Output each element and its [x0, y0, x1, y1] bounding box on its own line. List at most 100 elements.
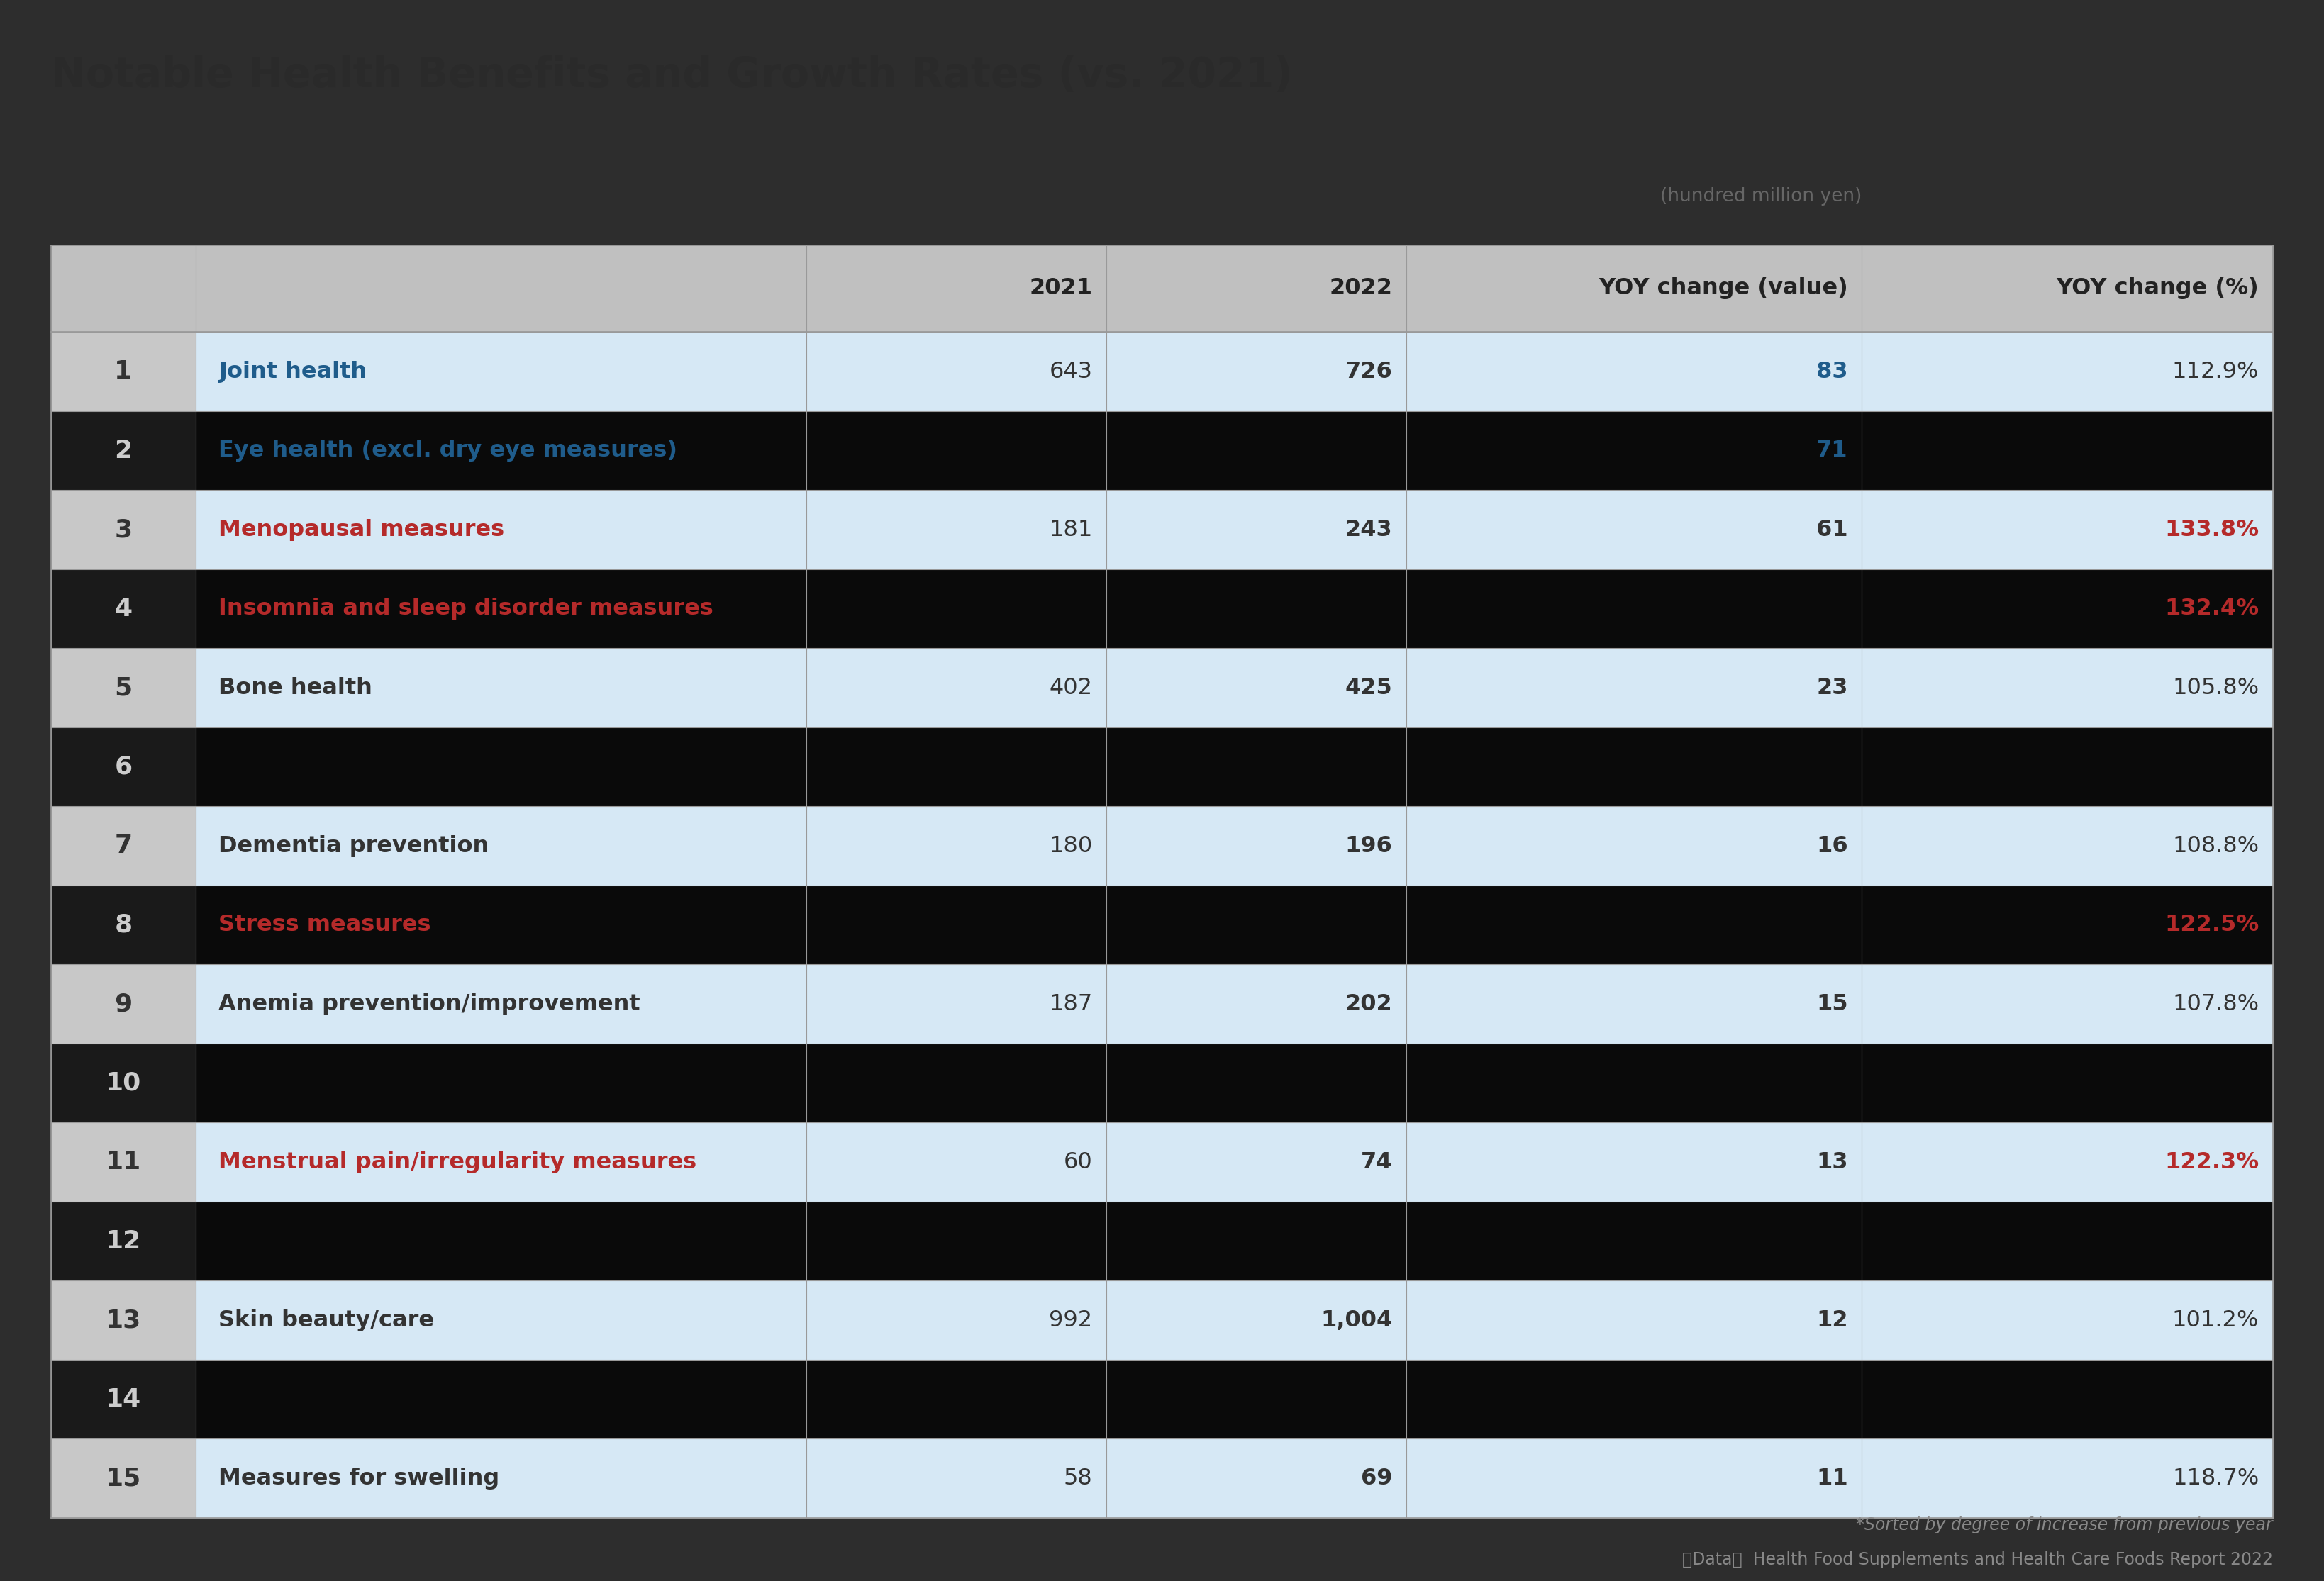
- Text: 9: 9: [114, 991, 132, 1017]
- Text: 74: 74: [1362, 1151, 1392, 1173]
- Text: Measures for swelling: Measures for swelling: [218, 1467, 500, 1489]
- Text: 12: 12: [105, 1228, 142, 1254]
- Bar: [195, 1043, 2273, 1123]
- Bar: [51, 885, 195, 964]
- Bar: [195, 1360, 2273, 1439]
- Bar: [51, 1281, 195, 1360]
- Text: 13: 13: [1817, 1151, 1848, 1173]
- Text: 16: 16: [1817, 835, 1848, 857]
- Text: 15: 15: [1817, 993, 1848, 1015]
- Text: 23: 23: [1817, 677, 1848, 699]
- Text: 425: 425: [1346, 677, 1392, 699]
- Text: 196: 196: [1346, 835, 1392, 857]
- Text: 105.8%: 105.8%: [2173, 677, 2259, 699]
- Bar: [195, 569, 2273, 648]
- Text: 13: 13: [105, 1307, 142, 1333]
- Text: YOY change (%): YOY change (%): [2057, 278, 2259, 299]
- Text: 132.4%: 132.4%: [2164, 598, 2259, 620]
- Text: 69: 69: [1362, 1467, 1392, 1489]
- Bar: [51, 964, 195, 1043]
- Bar: [195, 411, 2273, 490]
- Text: *Sorted by degree of increase from previous year: *Sorted by degree of increase from previ…: [1857, 1516, 2273, 1534]
- Text: 11: 11: [1815, 1467, 1848, 1489]
- Text: 181: 181: [1048, 519, 1092, 541]
- Text: 402: 402: [1048, 677, 1092, 699]
- Text: Eye health (excl. dry eye measures): Eye health (excl. dry eye measures): [218, 440, 679, 462]
- Text: 726: 726: [1346, 360, 1392, 383]
- Text: (hundred million yen): (hundred million yen): [1659, 187, 1862, 206]
- Text: 4: 4: [114, 596, 132, 621]
- Bar: [51, 332, 195, 411]
- Text: 8: 8: [114, 912, 132, 938]
- Text: 122.5%: 122.5%: [2164, 914, 2259, 936]
- Text: 12: 12: [1817, 1309, 1848, 1331]
- Bar: [195, 1439, 2273, 1518]
- Bar: [51, 569, 195, 648]
- Bar: [195, 245, 2273, 332]
- Text: 101.2%: 101.2%: [2173, 1309, 2259, 1331]
- Bar: [51, 490, 195, 569]
- Bar: [51, 806, 195, 885]
- Text: 2022: 2022: [1329, 278, 1392, 299]
- Text: 11: 11: [105, 1149, 142, 1175]
- Text: 10: 10: [105, 1070, 142, 1096]
- Bar: [195, 885, 2273, 964]
- Text: 133.8%: 133.8%: [2164, 519, 2259, 541]
- Text: 60: 60: [1064, 1151, 1092, 1173]
- Bar: [195, 964, 2273, 1043]
- Text: 243: 243: [1346, 519, 1392, 541]
- Text: 180: 180: [1048, 835, 1092, 857]
- Bar: [195, 648, 2273, 727]
- Text: 1: 1: [114, 359, 132, 384]
- Bar: [51, 648, 195, 727]
- Bar: [51, 245, 195, 332]
- Text: Joint health: Joint health: [218, 360, 367, 383]
- Text: 6: 6: [114, 754, 132, 779]
- Text: 5: 5: [114, 675, 132, 700]
- Text: Bone health: Bone health: [218, 677, 372, 699]
- Text: Menopausal measures: Menopausal measures: [218, 519, 504, 541]
- Text: YOY change (value): YOY change (value): [1599, 278, 1848, 299]
- Text: Dementia prevention: Dementia prevention: [218, 835, 488, 857]
- Text: 112.9%: 112.9%: [2173, 360, 2259, 383]
- Text: 15: 15: [105, 1466, 142, 1491]
- Text: 71: 71: [1817, 440, 1848, 462]
- Bar: [51, 1123, 195, 1202]
- Text: Anemia prevention/improvement: Anemia prevention/improvement: [218, 993, 641, 1015]
- Text: 2: 2: [114, 438, 132, 463]
- Text: 992: 992: [1048, 1309, 1092, 1331]
- Text: ［Data］  Health Food Supplements and Health Care Foods Report 2022: ［Data］ Health Food Supplements and Healt…: [1683, 1551, 2273, 1568]
- Text: Skin beauty/care: Skin beauty/care: [218, 1309, 435, 1331]
- Text: 107.8%: 107.8%: [2173, 993, 2259, 1015]
- Text: Menstrual pain/irregularity measures: Menstrual pain/irregularity measures: [218, 1151, 697, 1173]
- Text: 108.8%: 108.8%: [2173, 835, 2259, 857]
- Bar: [51, 1360, 195, 1439]
- Bar: [195, 1123, 2273, 1202]
- Bar: [51, 1202, 195, 1281]
- Text: 122.3%: 122.3%: [2164, 1151, 2259, 1173]
- Bar: [51, 1043, 195, 1123]
- Bar: [195, 332, 2273, 411]
- Bar: [51, 727, 195, 806]
- Text: 118.7%: 118.7%: [2173, 1467, 2259, 1489]
- Text: 61: 61: [1817, 519, 1848, 541]
- Text: 83: 83: [1817, 360, 1848, 383]
- Bar: [195, 727, 2273, 806]
- Text: 7: 7: [114, 833, 132, 858]
- Text: Insomnia and sleep disorder measures: Insomnia and sleep disorder measures: [218, 598, 713, 620]
- Bar: [51, 411, 195, 490]
- Text: Notable Health Benefits and Growth Rates (vs. 2021): Notable Health Benefits and Growth Rates…: [51, 55, 1292, 96]
- Bar: [195, 806, 2273, 885]
- Text: 1,004: 1,004: [1320, 1309, 1392, 1331]
- Bar: [195, 490, 2273, 569]
- Text: 14: 14: [105, 1387, 142, 1412]
- Text: Stress measures: Stress measures: [218, 914, 432, 936]
- Text: 58: 58: [1064, 1467, 1092, 1489]
- Bar: [51, 1439, 195, 1518]
- Text: 202: 202: [1346, 993, 1392, 1015]
- Text: 2021: 2021: [1030, 278, 1092, 299]
- Bar: [195, 1281, 2273, 1360]
- Text: 187: 187: [1048, 993, 1092, 1015]
- Bar: [195, 1202, 2273, 1281]
- Text: 643: 643: [1048, 360, 1092, 383]
